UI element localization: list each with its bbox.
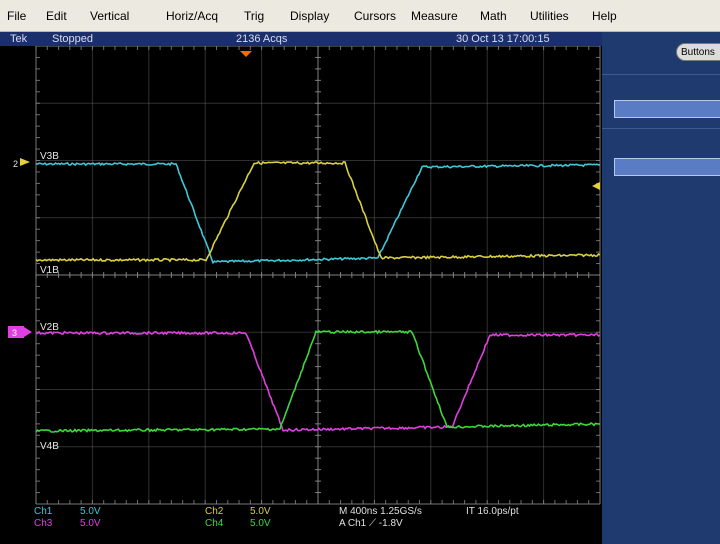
waveform-display[interactable]: 2 3 V3B V1B V2B V4B bbox=[0, 46, 602, 544]
side-field-1[interactable] bbox=[614, 100, 720, 118]
ch1-name: Ch1 bbox=[34, 506, 53, 517]
menu-trig[interactable]: Trig bbox=[244, 9, 265, 23]
waveform-ch2-yellow bbox=[35, 160, 601, 263]
label-v4b: V4B bbox=[40, 441, 59, 452]
ch2-name: Ch2 bbox=[205, 506, 224, 517]
ch3-marker-icon bbox=[24, 327, 32, 337]
ch3-scale: 5.0V bbox=[80, 518, 101, 529]
ch3-marker-badge bbox=[8, 326, 24, 338]
waveforms bbox=[35, 160, 601, 433]
menu-utilities[interactable]: Utilities bbox=[530, 9, 569, 23]
side-divider bbox=[602, 128, 720, 129]
ch2-marker-label: 2 bbox=[13, 159, 18, 169]
label-v1b: V1B bbox=[40, 265, 59, 276]
date-time: 30 Oct 13 17:00:15 bbox=[456, 33, 550, 45]
ch1-scale: 5.0V bbox=[80, 506, 101, 517]
ch2-scale: 5.0V bbox=[250, 506, 271, 517]
waveform-ch4-green bbox=[35, 329, 601, 433]
menu-measure[interactable]: Measure bbox=[411, 9, 458, 23]
menu-edit[interactable]: Edit bbox=[46, 9, 67, 23]
menu-display[interactable]: Display bbox=[290, 9, 330, 23]
menu-vertical[interactable]: Vertical bbox=[90, 9, 130, 23]
graticule bbox=[35, 46, 601, 505]
waveform-ch3-magenta bbox=[35, 330, 601, 433]
ch3-name: Ch3 bbox=[34, 518, 53, 529]
menu-file[interactable]: File bbox=[7, 9, 27, 23]
interpolation-readout: IT 16.0ps/pt bbox=[466, 506, 519, 517]
acq-count: 2136 Acqs bbox=[236, 33, 288, 45]
status-bar: Tek Stopped 2136 Acqs 30 Oct 13 17:00:15 bbox=[0, 32, 602, 46]
menu-bar: File Edit Vertical Horiz/Acq Trig Displa… bbox=[0, 0, 720, 32]
side-field-2[interactable] bbox=[614, 158, 720, 176]
label-v3b: V3B bbox=[40, 151, 59, 162]
ch4-name: Ch4 bbox=[205, 518, 224, 529]
ch4-scale: 5.0V bbox=[250, 518, 271, 529]
trigger-position-icon bbox=[240, 51, 252, 57]
menu-help[interactable]: Help bbox=[592, 9, 617, 23]
acq-state: Stopped bbox=[52, 33, 93, 45]
side-panel: Buttons bbox=[602, 32, 720, 544]
side-divider bbox=[602, 74, 720, 75]
menu-math[interactable]: Math bbox=[480, 9, 507, 23]
menu-cursors[interactable]: Cursors bbox=[354, 9, 397, 23]
trigger-level-icon bbox=[592, 182, 600, 190]
ch3-marker-label: 3 bbox=[12, 328, 17, 338]
measurement-readout: Ch1 5.0V Ch3 5.0V Ch2 5.0V Ch4 5.0V M 40… bbox=[0, 504, 602, 544]
waveform-ch1-cyan bbox=[35, 161, 601, 265]
timebase-readout: M 400ns 1.25GS/s bbox=[339, 506, 422, 517]
label-v2b: V2B bbox=[40, 322, 59, 333]
buttons-button[interactable]: Buttons bbox=[676, 43, 720, 61]
menu-horiz-acq[interactable]: Horiz/Acq bbox=[166, 9, 219, 23]
ch2-marker-icon bbox=[20, 158, 30, 166]
trigger-readout: A Ch1 ⟋ -1.8V bbox=[339, 518, 403, 529]
brand-label: Tek bbox=[10, 33, 28, 45]
